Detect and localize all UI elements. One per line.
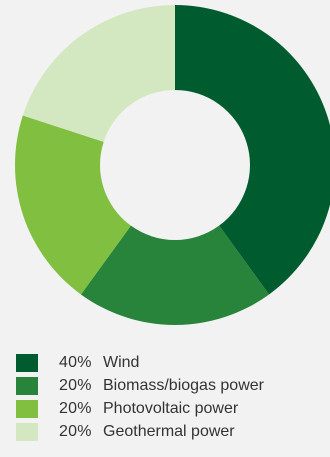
legend-percent-biomass: 20% — [59, 377, 92, 394]
chart-legend: 40% Wind 20% Biomass/biogas power 20% Ph… — [16, 352, 264, 444]
legend-swatch-geothermal — [16, 423, 38, 441]
donut-slice-wind — [175, 5, 330, 295]
legend-swatch-biomass — [16, 377, 38, 395]
legend-percent-geothermal: 20% — [59, 423, 92, 440]
legend-item-biomass: 20% Biomass/biogas power — [16, 375, 264, 397]
legend-item-wind: 40% Wind — [16, 352, 264, 374]
donut-slice-biomass — [80, 225, 270, 326]
donut-slice-photovoltaic — [15, 115, 131, 295]
legend-item-geothermal: 20% Geothermal power — [16, 421, 264, 443]
legend-swatch-wind — [16, 354, 38, 372]
donut-chart — [15, 5, 330, 326]
donut-slice-geothermal — [22, 5, 175, 142]
legend-label-photovoltaic: Photovoltaic power — [103, 400, 239, 417]
legend-percent-photovoltaic: 20% — [59, 400, 92, 417]
legend-item-photovoltaic: 20% Photovoltaic power — [16, 398, 264, 420]
legend-label-biomass: Biomass/biogas power — [103, 377, 264, 394]
legend-label-wind: Wind — [103, 354, 140, 371]
legend-swatch-photovoltaic — [16, 400, 38, 418]
legend-percent-wind: 40% — [59, 354, 92, 371]
legend-label-geothermal: Geothermal power — [103, 423, 235, 440]
